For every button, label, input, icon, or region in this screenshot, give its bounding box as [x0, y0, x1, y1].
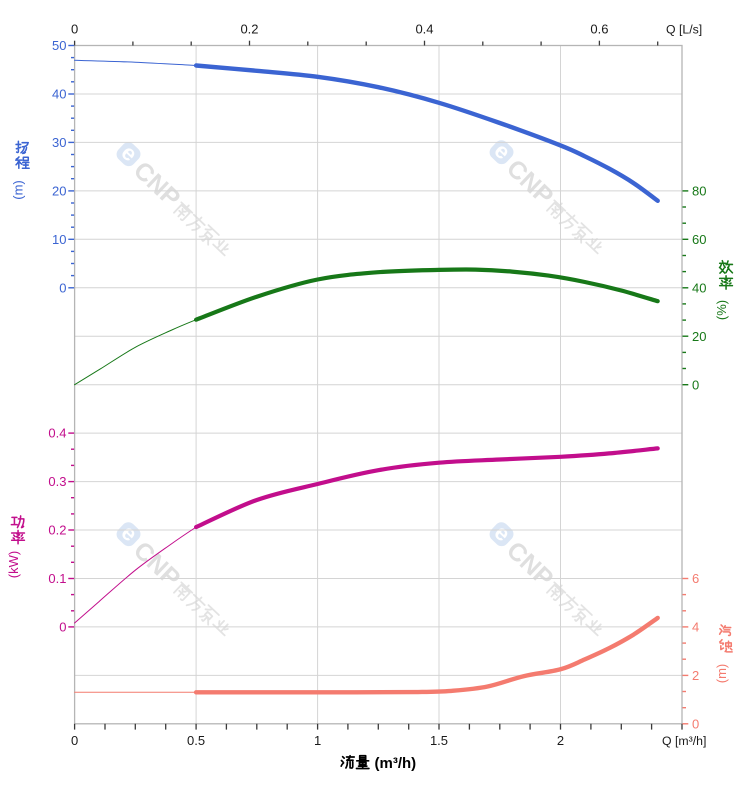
svg-text:10: 10 — [52, 232, 66, 247]
svg-text:0.2: 0.2 — [240, 22, 258, 37]
svg-text:1.5: 1.5 — [430, 733, 448, 748]
svg-text:20: 20 — [692, 329, 706, 344]
svg-text:0.4: 0.4 — [48, 426, 66, 441]
svg-text:0.5: 0.5 — [187, 733, 205, 748]
svg-text:0: 0 — [71, 22, 78, 37]
svg-text:(m³/h): (m³/h) — [375, 755, 417, 772]
svg-text:0.6: 0.6 — [590, 22, 608, 37]
svg-text:0.2: 0.2 — [48, 523, 66, 538]
svg-text:(kW): (kW) — [6, 551, 21, 578]
svg-text:20: 20 — [52, 184, 66, 199]
svg-text:0: 0 — [59, 280, 66, 295]
svg-text:2: 2 — [692, 668, 699, 683]
svg-text:40: 40 — [52, 87, 66, 102]
svg-text:40: 40 — [692, 280, 706, 295]
svg-text:50: 50 — [52, 38, 66, 53]
svg-text:1: 1 — [314, 733, 321, 748]
svg-text:2: 2 — [557, 733, 564, 748]
svg-text:0: 0 — [59, 620, 66, 635]
svg-text:Q [m³/h]: Q [m³/h] — [662, 734, 706, 748]
svg-text:6: 6 — [692, 571, 699, 586]
svg-text:0: 0 — [71, 733, 78, 748]
svg-text:0: 0 — [692, 716, 699, 731]
svg-text:0: 0 — [692, 377, 699, 392]
svg-text:0.1: 0.1 — [48, 571, 66, 586]
svg-text:80: 80 — [692, 184, 706, 199]
svg-text:(m): (m) — [714, 664, 729, 684]
svg-text:30: 30 — [52, 135, 66, 150]
svg-text:(m): (m) — [11, 180, 26, 200]
svg-text:0.3: 0.3 — [48, 474, 66, 489]
svg-text:0.4: 0.4 — [415, 22, 433, 37]
svg-text:60: 60 — [692, 232, 706, 247]
svg-text:(%): (%) — [714, 300, 729, 320]
svg-text:4: 4 — [692, 620, 699, 635]
svg-text:Q [L/s]: Q [L/s] — [666, 23, 702, 37]
